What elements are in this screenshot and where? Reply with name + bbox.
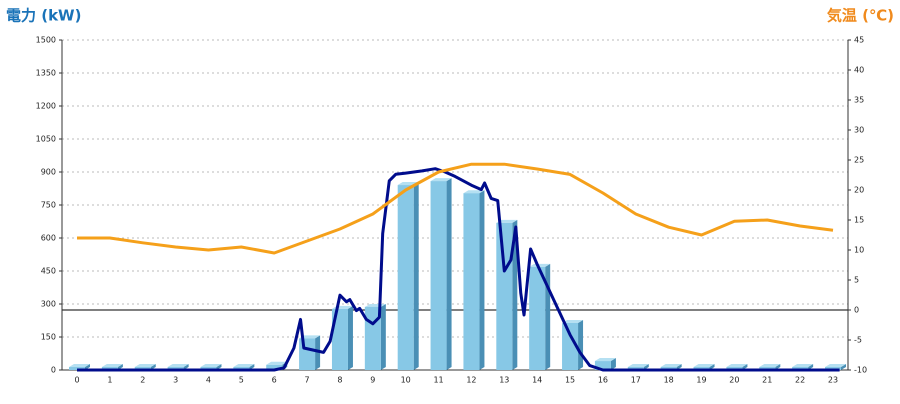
bar-top (529, 263, 551, 267)
bar (266, 364, 283, 370)
x-tick-label: 5 (239, 376, 244, 385)
x-tick-label: 3 (173, 376, 178, 385)
bar-top (299, 335, 321, 339)
y2-tick-label: 40 (854, 66, 864, 75)
x-tick-label: 1 (107, 376, 112, 385)
bar-top (200, 364, 222, 367)
bar-top (759, 364, 781, 367)
x-tick-label: 2 (140, 376, 145, 385)
x-tick-label: 20 (729, 376, 739, 385)
bar (562, 323, 579, 370)
x-tick-label: 17 (631, 376, 641, 385)
bar-top (167, 364, 189, 367)
bar (331, 308, 348, 370)
bar-top (792, 364, 814, 367)
x-tick-label: 11 (433, 376, 443, 385)
y-tick-label: 0 (51, 366, 56, 375)
y2-tick-label: -10 (854, 366, 867, 375)
bar (299, 338, 316, 370)
y-tick-label: 1350 (36, 69, 56, 78)
y-tick-label: 900 (41, 168, 56, 177)
bar-top (627, 364, 649, 367)
x-tick-label: 6 (272, 376, 277, 385)
bar-side (347, 305, 353, 370)
x-tick-label: 13 (499, 376, 509, 385)
y-tick-label: 300 (41, 300, 56, 309)
bar-top (693, 364, 715, 367)
bar-side (380, 303, 386, 370)
bar (594, 361, 611, 370)
bar-top (233, 364, 255, 367)
x-tick-label: 19 (696, 376, 706, 385)
bar-top (430, 178, 452, 182)
bar (463, 193, 480, 370)
y-tick-label: 750 (41, 201, 56, 210)
y-tick-label: 1500 (36, 36, 56, 45)
x-tick-label: 10 (401, 376, 411, 385)
bar-side (446, 178, 452, 370)
line (77, 162, 834, 255)
y2-tick-label: 0 (854, 306, 859, 315)
bar-top (660, 364, 682, 367)
bar-side (512, 219, 518, 370)
x-tick-label: 16 (598, 376, 608, 385)
x-tick-label: 4 (206, 376, 211, 385)
y-tick-label: 600 (41, 234, 56, 243)
bar-top (825, 364, 847, 367)
bar-side (841, 364, 847, 370)
bar-top (726, 364, 748, 367)
bar-side (479, 190, 485, 370)
x-tick-label: 12 (466, 376, 476, 385)
bar-top (562, 320, 584, 323)
bar-side (578, 320, 584, 370)
x-tick-label: 15 (565, 376, 575, 385)
x-tick-label: 18 (664, 376, 674, 385)
bar-top (266, 361, 288, 365)
bar-top (594, 358, 616, 362)
x-tick-label: 9 (370, 376, 375, 385)
x-tick-label: 7 (305, 376, 310, 385)
bar-top (463, 190, 485, 194)
bar (529, 266, 546, 370)
x-tick-label: 22 (795, 376, 805, 385)
y2-tick-label: 5 (854, 276, 859, 285)
bar-side (610, 358, 616, 370)
y2-tick-label: 15 (854, 216, 864, 225)
bar-top (69, 364, 90, 367)
bar-top (496, 219, 518, 223)
y-title: 電力 (kW) (6, 7, 81, 25)
x-tick-label: 8 (337, 376, 342, 385)
x-tick-label: 23 (828, 376, 838, 385)
y2-tick-label: 25 (854, 156, 864, 165)
bar (430, 181, 447, 370)
x-tick-label: 0 (74, 376, 79, 385)
bar (496, 222, 513, 370)
y2-tick-label: 30 (854, 126, 864, 135)
bar (397, 185, 414, 370)
bar-top (134, 364, 156, 367)
x-tick-label: 14 (532, 376, 542, 385)
line (77, 167, 840, 372)
y-tick-label: 150 (41, 333, 56, 342)
y2-tick-label: 10 (854, 246, 864, 255)
y2-tick-label: -5 (854, 336, 862, 345)
y2-tick-label: 20 (854, 186, 864, 195)
y2-title: 気温 (℃) (827, 7, 894, 25)
x-tick-label: 21 (762, 376, 772, 385)
y-tick-label: 1050 (36, 135, 56, 144)
bar-side (413, 182, 419, 370)
y-tick-label: 1200 (36, 102, 56, 111)
y-tick-label: 450 (41, 267, 56, 276)
y2-tick-label: 45 (854, 36, 864, 45)
y2-tick-label: 35 (854, 96, 864, 105)
bar-side (315, 335, 321, 370)
bar-top (101, 364, 123, 367)
